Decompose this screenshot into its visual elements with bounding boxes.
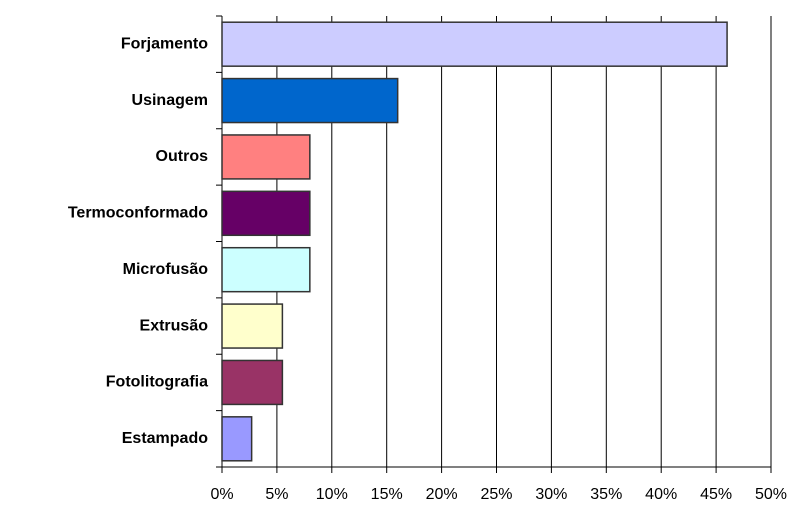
x-tick-label: 0% bbox=[210, 486, 233, 503]
bar bbox=[221, 416, 253, 462]
y-tick-label: Forjamento bbox=[121, 35, 208, 52]
x-tick-label: 25% bbox=[480, 486, 512, 503]
bar bbox=[221, 303, 284, 349]
x-tick-label: 35% bbox=[590, 486, 622, 503]
bar bbox=[221, 134, 311, 180]
x-tick-label: 20% bbox=[426, 486, 458, 503]
y-tick-label: Estampado bbox=[122, 430, 208, 447]
y-tick-label: Extrusão bbox=[140, 317, 209, 334]
bar bbox=[221, 21, 728, 67]
x-tick-label: 50% bbox=[755, 486, 787, 503]
x-tick-label: 45% bbox=[700, 486, 732, 503]
y-tick-label: Outros bbox=[156, 148, 209, 165]
y-tick-label: Microfusão bbox=[123, 261, 209, 278]
x-tick-label: 30% bbox=[535, 486, 567, 503]
y-tick-label: Termoconformado bbox=[68, 205, 208, 222]
x-tick-label: 40% bbox=[645, 486, 677, 503]
bar bbox=[221, 190, 311, 237]
bar bbox=[221, 246, 311, 293]
bar bbox=[221, 77, 399, 124]
x-tick-label: 15% bbox=[371, 486, 403, 503]
x-tick-label: 10% bbox=[316, 486, 348, 503]
y-tick-label: Usinagem bbox=[132, 92, 208, 109]
y-tick-label: Fotolitografia bbox=[106, 374, 208, 391]
x-tick-label: 5% bbox=[265, 486, 288, 503]
bar bbox=[221, 359, 284, 406]
